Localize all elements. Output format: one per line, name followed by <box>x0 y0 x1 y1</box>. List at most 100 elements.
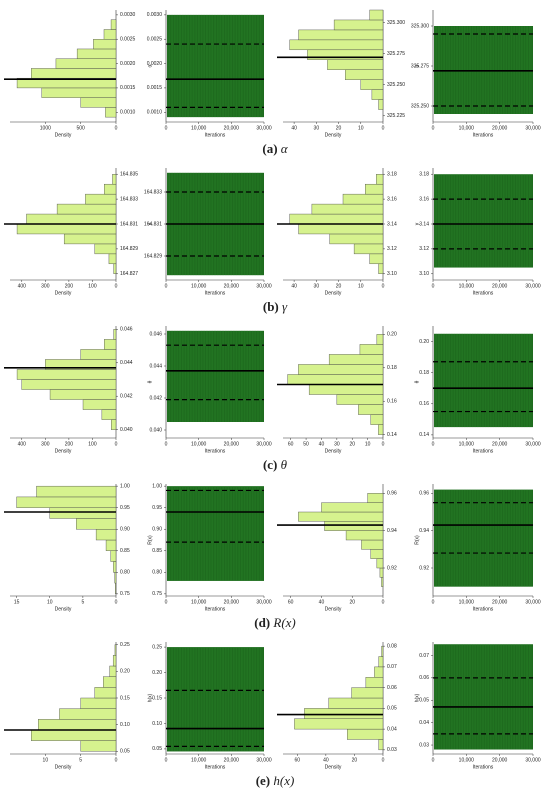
y-tick-label: 0.75 <box>120 591 130 597</box>
x-axis-label: Iterations <box>473 764 494 770</box>
x-tick-label: 20,000 <box>224 599 240 605</box>
y-tick-label: 0.08 <box>387 643 397 649</box>
y-tick-label: 3.10 <box>387 271 397 277</box>
x-axis-label: Iterations <box>473 132 494 138</box>
histogram-bar <box>359 344 384 355</box>
y-tick-label: 0.0025 <box>147 37 163 43</box>
histogram-bar <box>294 718 384 730</box>
histogram-bar <box>80 697 117 709</box>
histogram-bar <box>342 193 384 205</box>
y-tick-label: 0.0015 <box>147 85 163 91</box>
histogram-bar <box>16 223 117 235</box>
y-tick-label: 325.275 <box>411 63 429 69</box>
y-tick-label: 325.275 <box>387 51 405 57</box>
x-axis-label: Iterations <box>205 132 226 138</box>
x-tick-label: 20,000 <box>492 283 508 289</box>
x-tick-label: 20 <box>349 599 355 605</box>
x-tick-label: 40 <box>319 599 325 605</box>
x-tick-label: 10,000 <box>459 599 475 605</box>
x-axis-label: Density <box>55 448 72 454</box>
y-tick-label: 325.300 <box>411 23 429 29</box>
y-tick-label: 0.07 <box>387 664 397 670</box>
x-tick-label: 10,000 <box>191 599 207 605</box>
y-tick-label: 164.829 <box>120 246 138 252</box>
histogram-bar <box>104 339 117 350</box>
x-tick-label: 300 <box>41 441 50 447</box>
x-tick-label: 0 <box>165 757 168 763</box>
x-tick-label: 10 <box>43 757 49 763</box>
histogram-bar <box>111 419 117 430</box>
histogram-bar <box>112 655 117 667</box>
x-tick-label: 0 <box>432 283 435 289</box>
y-tick-label: 0.94 <box>419 528 429 534</box>
x-tick-label: 300 <box>41 283 50 289</box>
x-tick-label: 30 <box>334 441 340 447</box>
x-tick-label: 30,000 <box>256 125 272 131</box>
histogram-bar <box>289 213 384 225</box>
x-tick-label: 20,000 <box>224 125 240 131</box>
histogram-bar <box>82 399 117 410</box>
caption-label: (e) <box>256 773 270 788</box>
y-axis-label: α <box>414 64 420 67</box>
histogram-bar <box>324 521 384 531</box>
x-tick-label: 400 <box>18 283 27 289</box>
x-tick-label: 30,000 <box>525 125 541 131</box>
histogram-bar <box>345 530 384 541</box>
histogram-bar <box>113 263 117 274</box>
histogram-bar <box>369 253 384 265</box>
x-tick-label: 10 <box>358 125 364 131</box>
x-tick-label: 5 <box>79 757 82 763</box>
y-tick-label: 0.042 <box>120 394 133 400</box>
histogram-bar <box>289 39 384 51</box>
x-tick-label: 20,000 <box>492 125 508 131</box>
histogram-bar <box>109 665 117 677</box>
caption: (b) γ <box>263 299 288 314</box>
caption: (a) α <box>262 141 288 156</box>
x-tick-label: 0 <box>382 441 385 447</box>
x-tick-label: 20,000 <box>492 599 508 605</box>
y-tick-label: 0.03 <box>387 747 397 753</box>
y-tick-label: 0.07 <box>419 653 429 659</box>
histogram-bar <box>311 203 384 215</box>
y-tick-label: 3.18 <box>419 172 429 178</box>
histogram-bar <box>321 502 384 513</box>
y-tick-label: 0.85 <box>152 548 162 554</box>
x-tick-label: 40 <box>291 283 297 289</box>
y-tick-label: 0.03 <box>419 742 429 748</box>
x-tick-label: 30,000 <box>525 441 541 447</box>
histogram-bar <box>304 708 384 719</box>
y-tick-label: 0.040 <box>120 427 133 433</box>
x-tick-label: 50 <box>303 441 309 447</box>
caption-label: (d) <box>254 615 270 630</box>
x-tick-label: 10 <box>365 441 371 447</box>
histogram-bar <box>76 48 117 59</box>
histogram-bar <box>367 493 384 503</box>
x-tick-label: 0 <box>165 125 168 131</box>
y-tick-label: 0.10 <box>120 722 130 728</box>
y-axis-label: θ <box>147 380 153 383</box>
y-tick-label: 0.0020 <box>120 61 136 67</box>
histogram-bar <box>361 539 384 550</box>
histogram-bar <box>114 572 117 584</box>
x-tick-label: 40 <box>291 125 297 131</box>
x-tick-label: 10,000 <box>191 441 207 447</box>
y-tick-label: 3.18 <box>387 172 397 178</box>
histogram-bar <box>94 243 117 255</box>
y-tick-label: 0.046 <box>149 331 162 337</box>
x-axis-label: Iterations <box>473 290 494 296</box>
histogram-bar <box>55 58 117 69</box>
x-tick-label: 100 <box>88 283 97 289</box>
histogram-bar <box>108 253 117 265</box>
histogram-bar <box>104 183 117 195</box>
histogram-bar <box>360 79 384 90</box>
histogram-bar <box>31 68 117 79</box>
y-tick-label: 0.92 <box>419 565 429 571</box>
histogram-bar <box>329 233 384 245</box>
x-tick-label: 0 <box>432 441 435 447</box>
histogram-bar <box>328 697 384 709</box>
histogram-bar <box>308 384 384 395</box>
x-tick-label: 40 <box>319 441 325 447</box>
histogram-bar <box>76 518 117 530</box>
x-axis-label: Iterations <box>205 290 226 296</box>
x-tick-label: 30 <box>314 283 320 289</box>
